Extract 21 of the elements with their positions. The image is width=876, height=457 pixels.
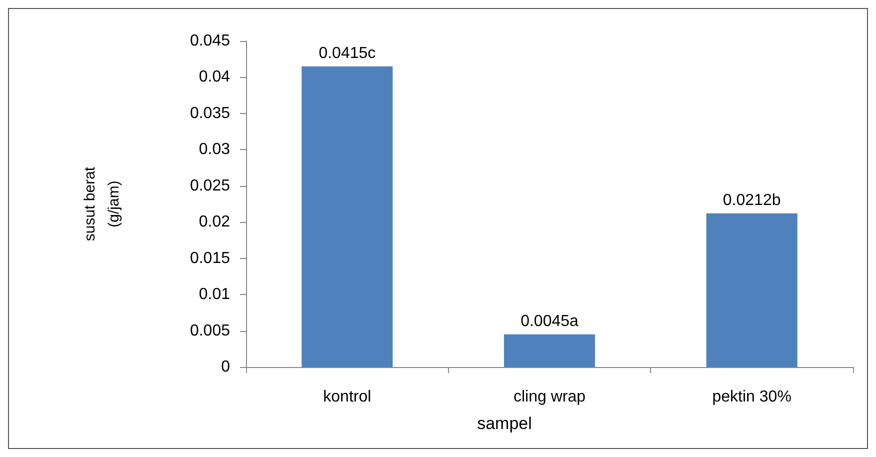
y-tick-label: 0 (221, 358, 230, 376)
x-tick-label: pektin 30% (712, 388, 792, 406)
data-label: 0.0212b (722, 192, 781, 209)
bar (504, 334, 596, 367)
y-tick-label: 0.04 (198, 68, 230, 86)
bar (302, 66, 393, 367)
y-tick-label: 0.015 (190, 250, 230, 267)
x-tick-label: cling wrap (513, 388, 586, 406)
y-tick-label: 0.005 (190, 322, 230, 340)
y-axis-title: susut berat (g/jam) (82, 166, 122, 242)
y-tick-label: 0.035 (190, 104, 230, 122)
bar (706, 213, 798, 367)
x-axis-title: sampel (477, 414, 532, 433)
y-tick-label: 0.02 (198, 214, 230, 231)
y-tick-label: 0.045 (190, 32, 230, 50)
data-label: 0.0045a (520, 312, 579, 330)
y-tick-label: 0.01 (198, 286, 230, 304)
y-tick-label: 0.025 (190, 177, 230, 194)
y-tick-label: 0.03 (198, 141, 230, 158)
data-label: 0.0415c (318, 44, 376, 62)
x-tick-label: kontrol (323, 388, 372, 406)
